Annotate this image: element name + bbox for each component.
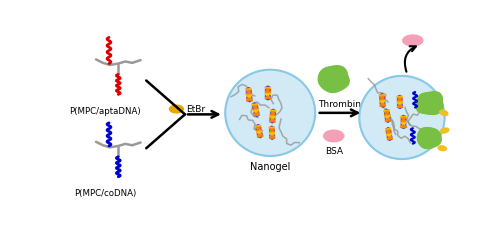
Ellipse shape	[438, 146, 446, 151]
Ellipse shape	[402, 36, 423, 47]
Text: P(MPC/aptaDNA): P(MPC/aptaDNA)	[70, 106, 141, 115]
Text: P(MPC/coDNA): P(MPC/coDNA)	[74, 188, 136, 197]
Ellipse shape	[226, 70, 315, 156]
Ellipse shape	[440, 128, 448, 134]
Polygon shape	[318, 67, 349, 93]
Polygon shape	[418, 128, 441, 149]
Text: Nanogel: Nanogel	[250, 162, 290, 172]
Text: Thrombin: Thrombin	[318, 100, 362, 109]
Text: BSA: BSA	[325, 146, 343, 155]
Ellipse shape	[360, 76, 444, 159]
Polygon shape	[416, 92, 443, 115]
Ellipse shape	[324, 131, 344, 142]
Text: EtBr: EtBr	[186, 105, 205, 114]
Ellipse shape	[440, 111, 448, 116]
Ellipse shape	[170, 106, 183, 113]
